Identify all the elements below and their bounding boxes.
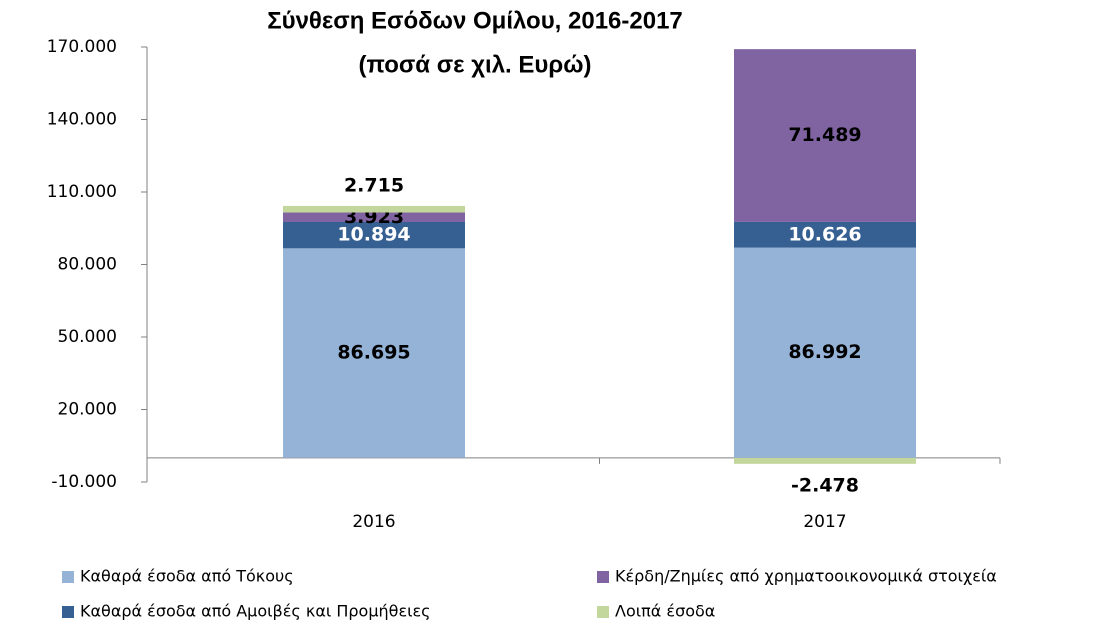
y-tick-label: 170.000 bbox=[47, 37, 117, 57]
bar-segment bbox=[283, 212, 465, 222]
bar-segment bbox=[734, 247, 916, 458]
chart-subtitle: (ποσά σε χιλ. Ευρώ) bbox=[359, 51, 592, 78]
bar-segment bbox=[734, 221, 916, 248]
y-tick-label: 20.000 bbox=[58, 400, 117, 420]
y-tick-label: 50.000 bbox=[58, 327, 117, 347]
value-label: 86.695 bbox=[337, 342, 410, 364]
y-tick-label: 110.000 bbox=[47, 182, 117, 202]
value-label: -2.478 bbox=[791, 474, 859, 496]
legend-label: Καθαρά έσοδα από Αμοιβές και Προμήθειες bbox=[80, 602, 431, 621]
x-tick-label: 2016 bbox=[352, 512, 395, 532]
value-label: 86.992 bbox=[788, 341, 861, 363]
x-tick-label: 2017 bbox=[803, 512, 846, 532]
legend-swatch bbox=[597, 606, 609, 618]
y-tick-label: 140.000 bbox=[47, 110, 117, 130]
value-label: 10.626 bbox=[788, 223, 861, 245]
y-tick-label: -10.000 bbox=[51, 472, 117, 492]
legend-swatch bbox=[597, 571, 609, 583]
value-label: 2.715 bbox=[344, 174, 404, 196]
bar-segment bbox=[283, 248, 465, 458]
bar-segment bbox=[283, 221, 465, 249]
bar-segment bbox=[283, 205, 465, 213]
bar-segment bbox=[734, 457, 916, 464]
chart-title: Σύνθεση Εσόδων Ομίλου, 2016-2017 bbox=[267, 7, 683, 34]
y-tick-label: 80.000 bbox=[58, 255, 117, 275]
legend-swatch bbox=[62, 571, 74, 583]
bar-segment bbox=[734, 49, 916, 222]
legend-swatch bbox=[62, 606, 74, 618]
value-label: 71.489 bbox=[788, 124, 861, 146]
value-label: 10.894 bbox=[337, 224, 410, 246]
legend-label: Καθαρά έσοδα από Τόκους bbox=[80, 567, 294, 586]
legend-label: Λοιπά έσοδα bbox=[615, 602, 715, 621]
legend-label: Κέρδη/Ζημίες από χρηματοοικονομικά στοιχ… bbox=[615, 567, 997, 586]
